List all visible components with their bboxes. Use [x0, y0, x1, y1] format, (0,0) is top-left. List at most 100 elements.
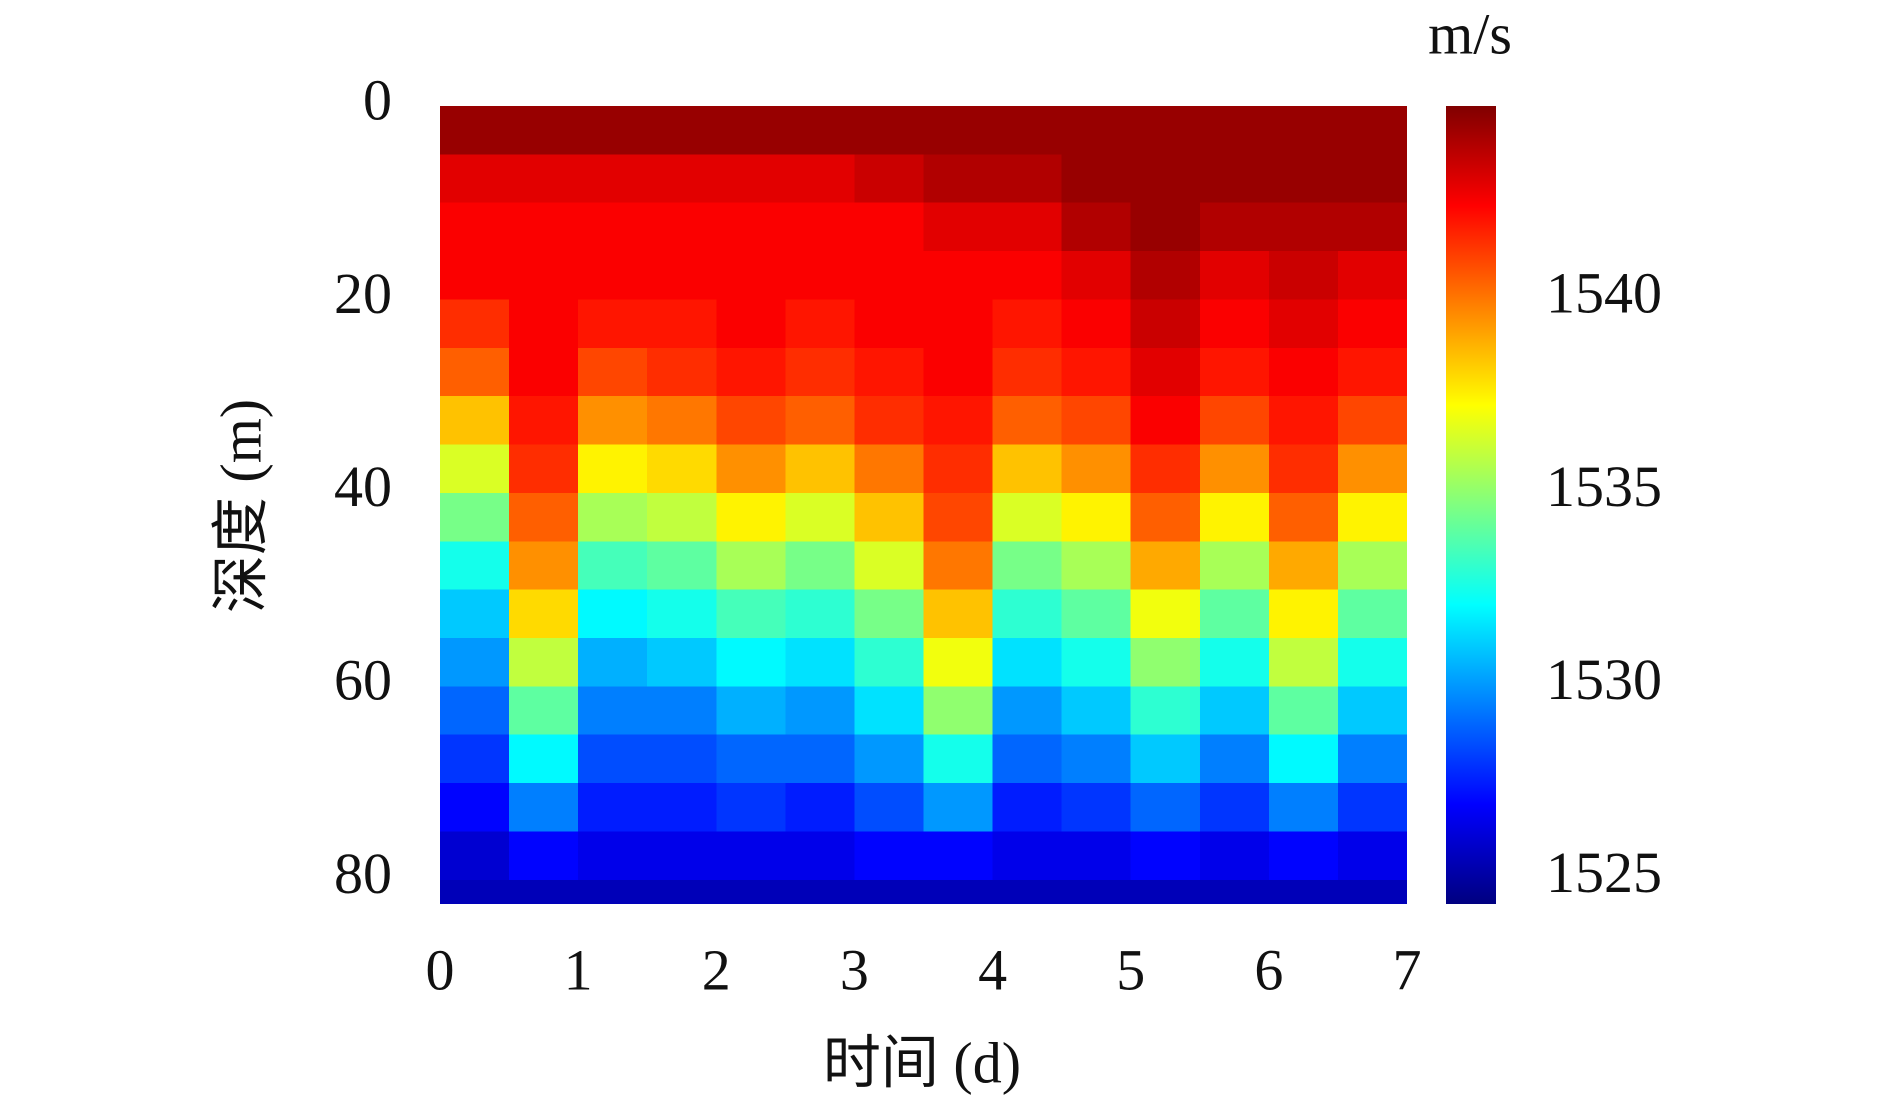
heatmap-cell — [1061, 396, 1132, 446]
heatmap-cell — [1199, 638, 1270, 687]
heatmap-cell — [509, 396, 579, 446]
heatmap-cell — [1337, 347, 1407, 397]
heatmap — [440, 106, 1407, 904]
heatmap-cell — [578, 154, 648, 204]
heatmap-cell — [716, 202, 786, 252]
heatmap-cell — [509, 589, 579, 639]
heatmap-cell — [647, 106, 717, 155]
heatmap-cell — [1061, 492, 1132, 542]
heatmap-cell — [1337, 396, 1407, 446]
heatmap-cell — [1061, 106, 1132, 155]
heatmap-cell — [1061, 589, 1132, 639]
heatmap-cell — [785, 541, 855, 591]
heatmap-cell — [1199, 396, 1270, 446]
heatmap-cell — [440, 589, 510, 639]
heatmap-cell — [1337, 202, 1407, 252]
heatmap-cell — [716, 299, 786, 349]
heatmap-cell — [1337, 783, 1407, 832]
x-tick-label: 2 — [702, 937, 731, 1002]
heatmap-cell — [509, 734, 579, 784]
heatmap-cell — [716, 251, 786, 300]
heatmap-cell — [716, 106, 786, 155]
heatmap-cell — [578, 831, 648, 881]
heatmap-cell — [1199, 783, 1270, 832]
heatmap-cell — [647, 347, 717, 397]
heatmap-cell — [992, 202, 1063, 252]
heatmap-cell — [1130, 154, 1201, 204]
heatmap-cell — [440, 686, 510, 736]
x-tick-label: 5 — [1116, 937, 1145, 1002]
heatmap-cell — [785, 831, 855, 881]
heatmap-cell — [647, 396, 717, 446]
heatmap-cell — [1337, 734, 1407, 784]
colorbar-tick-label: 1535 — [1546, 454, 1662, 519]
y-axis-label: 深度 (m) — [208, 399, 273, 613]
heatmap-cell — [1199, 106, 1270, 155]
heatmap-cell — [509, 299, 579, 349]
heatmap-cell — [1061, 831, 1132, 881]
heatmap-cell — [1199, 444, 1270, 494]
heatmap-cell — [1268, 347, 1339, 397]
heatmap-cell — [716, 154, 786, 204]
heatmap-cell — [1199, 831, 1270, 881]
x-tick-label: 3 — [840, 937, 869, 1002]
heatmap-cell — [1199, 589, 1270, 639]
heatmap-cell — [1199, 879, 1270, 904]
heatmap-cell — [1130, 831, 1201, 881]
heatmap-cell — [716, 734, 786, 784]
heatmap-cell — [854, 589, 924, 639]
heatmap-cell — [1337, 444, 1407, 494]
heatmap-cell — [923, 831, 994, 881]
heatmap-cell — [716, 879, 786, 904]
heatmap-cell — [509, 686, 579, 736]
x-tick-label: 1 — [564, 937, 593, 1002]
heatmap-cell — [716, 638, 786, 687]
heatmap-cell — [923, 299, 994, 349]
heatmap-cell — [1130, 492, 1201, 542]
heatmap-cell — [992, 106, 1063, 155]
heatmap-cell — [854, 638, 924, 687]
heatmap-cell — [992, 686, 1063, 736]
heatmap-cell — [440, 347, 510, 397]
heatmap-cell — [1061, 783, 1132, 832]
heatmap-cell — [647, 638, 717, 687]
heatmap-cell — [578, 638, 648, 687]
heatmap-cell — [1199, 251, 1270, 300]
heatmap-cell — [923, 541, 994, 591]
heatmap-cell — [1061, 541, 1132, 591]
heatmap-cell — [1130, 638, 1201, 687]
heatmap-cell — [1061, 734, 1132, 784]
heatmap-cell — [1061, 879, 1132, 904]
heatmap-cell — [509, 347, 579, 397]
heatmap-cell — [647, 589, 717, 639]
heatmap-cell — [992, 541, 1063, 591]
heatmap-cell — [440, 396, 510, 446]
heatmap-cell — [923, 106, 994, 155]
heatmap-cell — [854, 734, 924, 784]
heatmap-cell — [992, 734, 1063, 784]
heatmap-cell — [1061, 686, 1132, 736]
heatmap-cell — [992, 589, 1063, 639]
heatmap-cell — [578, 879, 648, 904]
heatmap-cell — [992, 444, 1063, 494]
heatmap-cell — [1130, 299, 1201, 349]
heatmap-cell — [992, 831, 1063, 881]
colorbar-label: m/s — [1428, 1, 1512, 66]
heatmap-cell — [785, 299, 855, 349]
heatmap-cell — [992, 879, 1063, 904]
heatmap-cell — [578, 541, 648, 591]
heatmap-cell — [1268, 638, 1339, 687]
heatmap-cell — [716, 396, 786, 446]
heatmap-cell — [1061, 347, 1132, 397]
heatmap-cell — [923, 734, 994, 784]
heatmap-cell — [440, 492, 510, 542]
heatmap-cell — [716, 686, 786, 736]
heatmap-cell — [1130, 686, 1201, 736]
heatmap-cell — [509, 202, 579, 252]
heatmap-cell — [992, 396, 1063, 446]
heatmap-cell — [647, 492, 717, 542]
heatmap-cell — [440, 734, 510, 784]
heatmap-cell — [923, 686, 994, 736]
heatmap-cell — [854, 444, 924, 494]
